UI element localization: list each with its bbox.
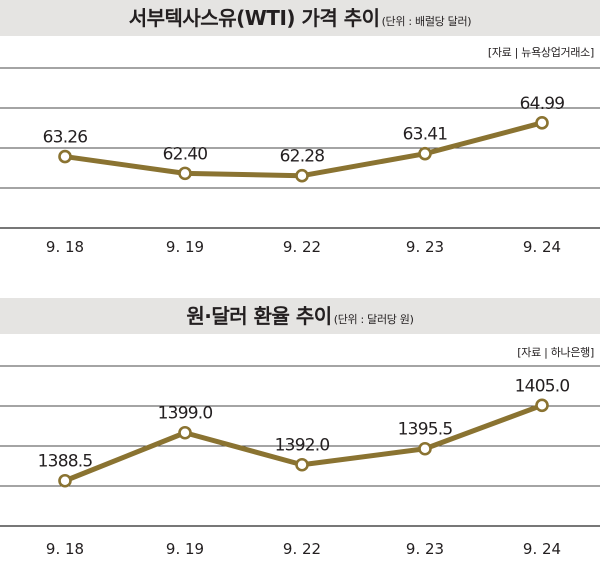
fx-data-point [418, 441, 432, 456]
wti-data-point [178, 166, 192, 181]
fx-data-label: 1395.5 [398, 420, 453, 440]
fx-x-tick-label: 9. 24 [523, 540, 561, 558]
wti-x-tick-label: 9. 24 [523, 238, 561, 256]
wti-x-tick-label: 9. 22 [283, 238, 321, 256]
fx-chart-unit: (단위 : 달러당 원) [333, 313, 414, 326]
wti-data-label: 64.99 [520, 94, 565, 114]
fx-data-label: 1388.5 [38, 452, 93, 472]
wti-data-point [295, 168, 309, 183]
fx-data-point [58, 473, 72, 488]
wti-line-chart: 63.26 9. 18 62.40 9. 19 62.28 9. 22 63.41 9. 23… [0, 67, 600, 256]
wti-x-tick-label: 9. 18 [46, 238, 84, 256]
fx-data-label: 1405.0 [515, 376, 570, 396]
wti-chart-title: 서부텍사스유(WTI) 가격 추이 [128, 6, 380, 30]
wti-title-bar: 서부텍사스유(WTI) 가격 추이 (단위 : 배럴당 달러) [0, 0, 600, 36]
fx-source-note: [자료 | 하나은행] [517, 346, 594, 359]
fx-title-bar: 원·달러 환율 추이 (단위 : 달러당 원) [0, 298, 600, 334]
fx-chart-panel: 원·달러 환율 추이 (단위 : 달러당 원) [자료 | 하나은행] 1388.… [0, 298, 600, 580]
fx-x-tick-label: 9. 22 [283, 540, 321, 558]
wti-data-point [58, 149, 72, 164]
fx-x-tick-label: 9. 23 [406, 540, 444, 558]
fx-x-tick-label: 9. 18 [46, 540, 84, 558]
wti-data-label: 62.28 [280, 147, 325, 167]
wti-chart-unit: (단위 : 배럴당 달러) [381, 15, 472, 28]
fx-data-point [295, 457, 309, 472]
fx-chart-title: 원·달러 환율 추이 [186, 304, 332, 328]
fx-data-label: 1392.0 [275, 436, 330, 456]
fx-line-chart: 1388.5 9. 18 1399.0 9. 19 1392.0 9. 22 1395.5 9… [0, 365, 600, 558]
wti-x-tick-label: 9. 19 [166, 238, 204, 256]
wti-data-label: 63.41 [403, 125, 448, 145]
fx-data-label: 1399.0 [158, 404, 213, 424]
fx-data-point [535, 398, 549, 413]
fx-x-tick-label: 9. 19 [166, 540, 204, 558]
wti-source-note: [자료 | 뉴욕상업거래소] [487, 46, 594, 59]
wti-x-tick-label: 9. 23 [406, 238, 444, 256]
wti-chart-panel: 서부텍사스유(WTI) 가격 추이 (단위 : 배럴당 달러) [자료 | 뉴욕상… [0, 0, 600, 256]
wti-data-point [418, 146, 432, 161]
fx-data-point [178, 425, 192, 440]
wti-data-label: 62.40 [163, 144, 208, 164]
wti-data-label: 63.26 [43, 128, 88, 148]
wti-data-point [535, 116, 549, 130]
